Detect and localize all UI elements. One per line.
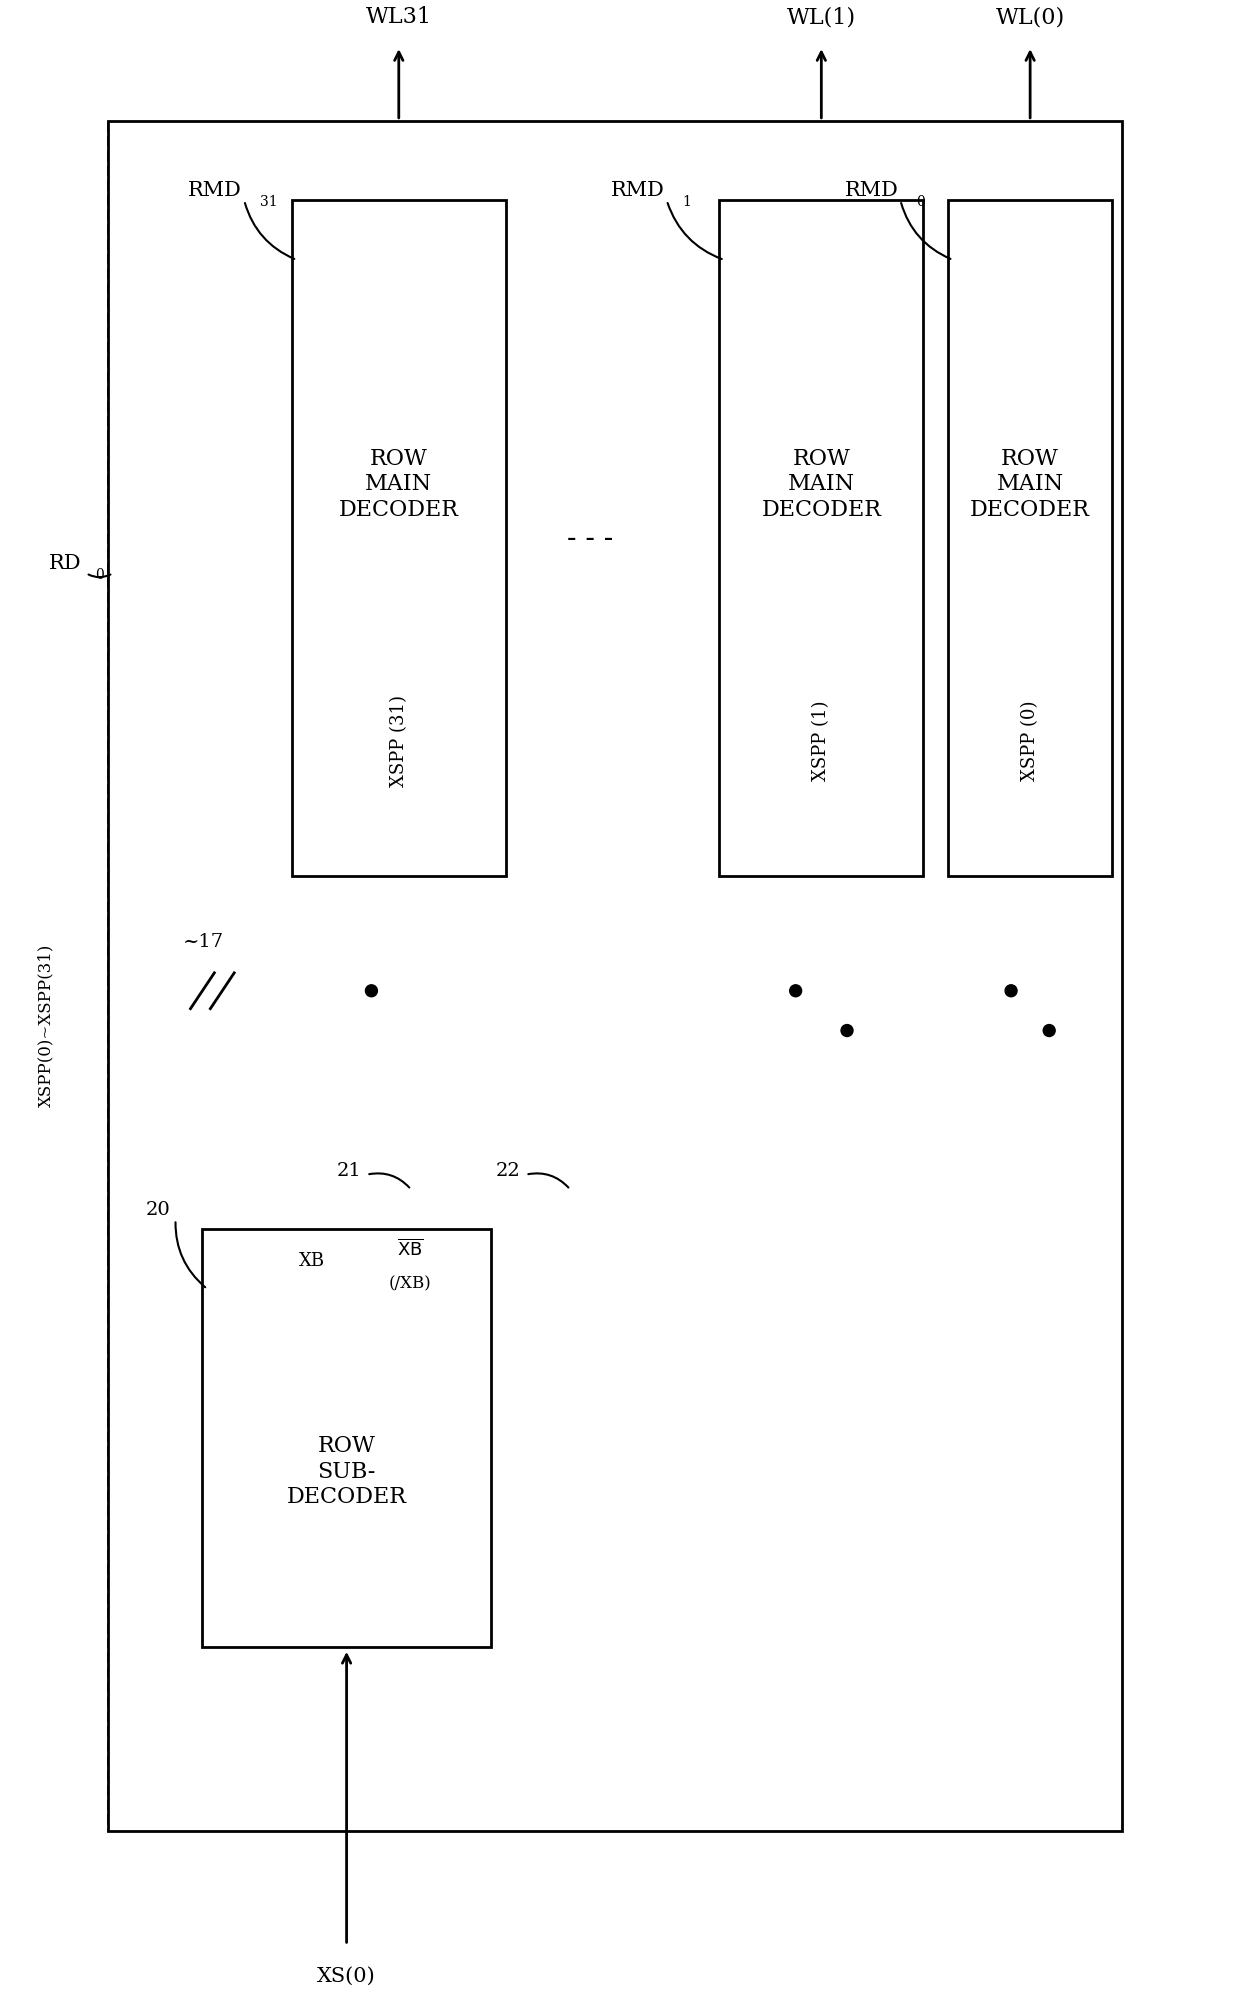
Text: XSPP(0)~XSPP(31): XSPP(0)~XSPP(31) <box>37 944 53 1108</box>
Text: 22: 22 <box>496 1161 521 1179</box>
Text: - - -: - - - <box>567 524 614 552</box>
Text: XS(0): XS(0) <box>317 1968 376 1986</box>
Circle shape <box>366 984 377 996</box>
Text: $\overline{\rm XB}$: $\overline{\rm XB}$ <box>397 1239 423 1259</box>
Text: XSPP (31): XSPP (31) <box>389 695 408 787</box>
Text: RD: RD <box>48 554 81 574</box>
Text: 31: 31 <box>260 195 278 209</box>
Text: XSPP (0): XSPP (0) <box>1021 701 1039 781</box>
Text: ROW
SUB-
DECODER: ROW SUB- DECODER <box>286 1434 407 1508</box>
Text: 0: 0 <box>95 568 104 582</box>
Text: WL(0): WL(0) <box>996 6 1065 28</box>
Text: WL31: WL31 <box>366 6 432 28</box>
Text: ROW
MAIN
DECODER: ROW MAIN DECODER <box>970 448 1090 520</box>
Text: ROW
MAIN
DECODER: ROW MAIN DECODER <box>761 448 882 520</box>
Circle shape <box>1006 984 1017 996</box>
Bar <box>108 122 1122 1831</box>
Bar <box>719 201 924 876</box>
Text: 20: 20 <box>146 1201 171 1219</box>
Bar <box>949 201 1112 876</box>
Text: XSPP (1): XSPP (1) <box>812 701 831 781</box>
Text: ROW
MAIN
DECODER: ROW MAIN DECODER <box>339 448 459 520</box>
Text: (/XB): (/XB) <box>388 1275 432 1293</box>
Text: ~17: ~17 <box>182 932 223 950</box>
Circle shape <box>1043 1024 1055 1036</box>
Text: WL(1): WL(1) <box>786 6 856 28</box>
Text: 0: 0 <box>916 195 925 209</box>
Text: RMD: RMD <box>611 181 665 199</box>
Text: 21: 21 <box>337 1161 362 1179</box>
Text: 1: 1 <box>683 195 692 209</box>
Text: RMD: RMD <box>844 181 899 199</box>
Bar <box>202 1229 491 1647</box>
Text: RMD: RMD <box>188 181 242 199</box>
Bar <box>291 201 506 876</box>
Text: XB: XB <box>299 1253 325 1271</box>
Circle shape <box>841 1024 853 1036</box>
Circle shape <box>790 984 801 996</box>
